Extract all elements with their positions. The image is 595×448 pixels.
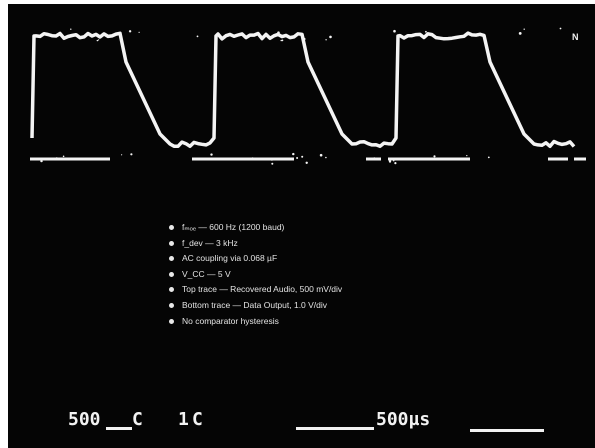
scope-traces bbox=[30, 27, 586, 165]
noise-speck bbox=[325, 156, 327, 159]
volts-per-div-bottom: 1 bbox=[178, 409, 189, 430]
noise-speck bbox=[388, 160, 392, 163]
oscilloscope-screen: fₘₒₑ — 600 Hz (1200 baud) f_dev — 3 kHz … bbox=[8, 4, 595, 448]
noise-speck bbox=[466, 155, 468, 157]
time-scale-bar-right bbox=[470, 429, 544, 432]
noise-speck bbox=[281, 39, 284, 42]
noise-speck bbox=[305, 161, 308, 164]
noise-speck bbox=[433, 155, 436, 158]
noise-speck bbox=[98, 39, 100, 41]
noise-speck bbox=[518, 32, 522, 35]
noise-speck bbox=[280, 35, 283, 38]
noise-speck bbox=[271, 162, 274, 165]
volts-scale-bar bbox=[106, 427, 132, 430]
noise-speck bbox=[70, 28, 72, 30]
noise-speck bbox=[393, 29, 396, 33]
time-per-div: 500µs bbox=[376, 409, 431, 430]
noise-speck bbox=[40, 159, 43, 163]
noise-speck bbox=[523, 28, 525, 30]
noise-speck bbox=[301, 155, 304, 158]
trace-noise bbox=[40, 27, 562, 165]
recovered-audio-trace bbox=[30, 31, 576, 149]
condition-supply-voltage: V_CC — 5 V bbox=[168, 267, 342, 283]
noise-speck bbox=[393, 160, 395, 162]
condition-hysteresis: No comparator hysteresis bbox=[168, 314, 342, 330]
volts-per-div-top: 500 bbox=[68, 409, 101, 430]
condition-bottom-trace: Bottom trace — Data Output, 1.0 V/div bbox=[168, 298, 342, 314]
noise-speck bbox=[96, 39, 99, 42]
condition-mod-frequency: fₘₒₑ — 600 Hz (1200 baud) bbox=[168, 220, 342, 236]
noise-speck bbox=[329, 35, 332, 39]
noise-speck bbox=[138, 31, 140, 33]
noise-speck bbox=[270, 158, 274, 161]
noise-speck bbox=[325, 39, 327, 41]
noise-speck bbox=[196, 35, 199, 38]
recovered-audio-waveform bbox=[30, 31, 576, 149]
noise-speck bbox=[280, 39, 282, 42]
noise-speck bbox=[292, 152, 295, 156]
noise-speck bbox=[425, 30, 427, 33]
condition-coupling: AC coupling via 0.068 µF bbox=[168, 251, 342, 267]
noise-speck bbox=[296, 157, 299, 159]
noise-speck bbox=[277, 31, 280, 34]
noise-speck bbox=[487, 156, 490, 159]
noise-speck bbox=[62, 155, 65, 158]
noise-speck bbox=[319, 153, 323, 157]
noise-speck bbox=[252, 157, 254, 159]
noise-speck bbox=[55, 157, 59, 161]
noise-speck bbox=[373, 157, 375, 159]
noise-speck bbox=[302, 37, 306, 41]
noise-speck bbox=[559, 27, 562, 30]
noise-speck bbox=[130, 153, 133, 156]
time-scale-bar-left bbox=[296, 427, 374, 430]
channel-marker-bottom: C bbox=[192, 409, 203, 430]
condition-top-trace: Top trace — Recovered Audio, 500 mV/div bbox=[168, 282, 342, 298]
test-conditions-list: fₘₒₑ — 600 Hz (1200 baud) f_dev — 3 kHz … bbox=[168, 220, 342, 329]
condition-deviation: f_dev — 3 kHz bbox=[168, 236, 342, 252]
noise-speck bbox=[210, 153, 213, 156]
corner-mark: N bbox=[572, 32, 579, 42]
noise-speck bbox=[128, 30, 132, 33]
channel-marker-top: C bbox=[132, 409, 143, 430]
noise-speck bbox=[394, 162, 397, 165]
noise-speck bbox=[121, 154, 123, 156]
